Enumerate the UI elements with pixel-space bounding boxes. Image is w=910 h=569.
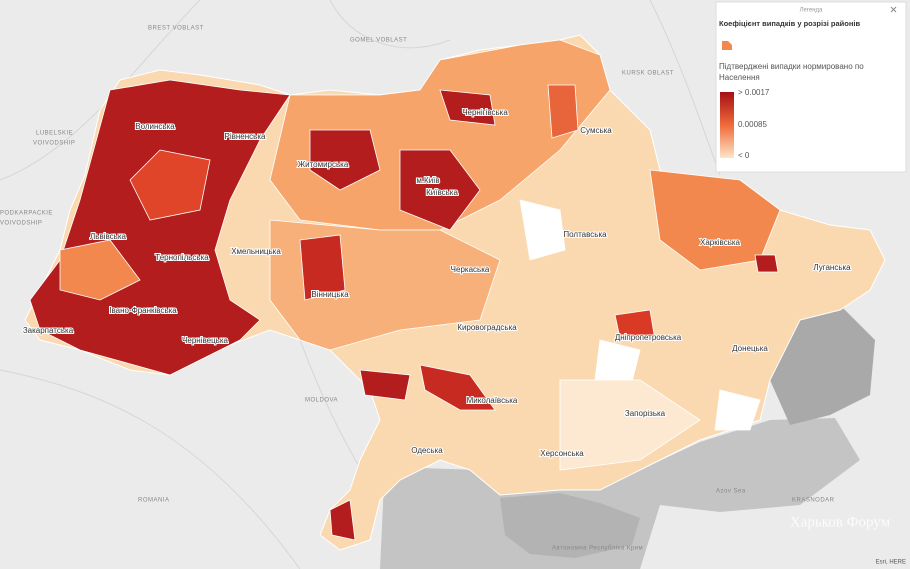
occupied-area [770,305,875,425]
country-label: GOMEL VOBLAST [350,38,407,44]
districts [29,39,781,541]
country-label: Автономна Республіка Крим [552,546,643,552]
legend-stop: > 0.0017 [738,88,770,97]
region-label: Черкаська [451,265,490,274]
region-label: Чернівецька [182,336,228,345]
region-label: Миколаївська [467,396,518,405]
legend: Легенда Коефіцієнт випадків у розрізі ра… [715,1,907,173]
borders [0,0,721,569]
sea-label: Azov Sea [716,489,746,495]
region-label: Одеська [411,446,443,455]
region-label: Луганська [813,263,851,272]
sea [380,418,860,569]
country-labels: BREST VOBLAST GOMEL VOBLAST KURSK OBLAST… [0,26,835,552]
legend-heading: Легенда [800,8,823,14]
country-label: PODKARPACKIE [0,211,53,217]
region-label: Полтавська [563,230,607,239]
legend-panel [715,1,907,173]
region-label: Чернігівська [462,108,508,117]
region-label: Івано-Франківська [109,306,177,315]
region-labels: Волинська Рівненська Житомирська Чернігі… [22,107,852,459]
legend-ramp [720,92,734,158]
region-label: Хмельницька [231,247,281,256]
country-label: MOLDOVA [305,398,338,404]
region-label: Закарпатська [23,326,74,335]
attribution: Esri, HERE [876,560,906,566]
country-label: ROMANIA [138,498,170,504]
close-button[interactable] [890,6,897,13]
legend-field: Підтверджені випадки нормировано по [719,62,864,71]
region-label: Дніпропетровська [615,333,682,342]
region-label: Львівська [90,232,126,241]
legend-swatch [722,41,732,50]
region-label: Донецька [732,344,768,353]
region-label: Волинська [135,122,175,131]
region-label: Київська [426,188,458,197]
region-label: Кировоградська [457,323,517,332]
region-label: Рівненська [225,132,266,141]
region-label: Тернопільська [155,253,209,262]
country-label: KRASNODAR [792,498,835,504]
region-label: Херсонська [540,449,584,458]
region-label: Харківська [700,238,741,247]
country-label: VOIVODSHIP [0,221,42,227]
country-label: BREST VOBLAST [148,26,204,32]
legend-field: Населення [719,73,760,82]
region-label: Запорізька [625,409,666,418]
region-label: Вінницька [311,290,349,299]
country-label: LUBELSKIE [36,131,73,137]
watermark: Харьков Форум [790,514,891,530]
legend-title: Коефіцієнт випадків у розрізі районів [719,19,860,28]
country-label: VOIVODSHIP [33,141,75,147]
region-label: Сумська [580,126,612,135]
legend-stop: 0.00085 [738,120,767,129]
region-label: Житомирська [298,160,349,169]
region-label: м.Київ [416,176,439,185]
crimea [500,493,640,558]
country-label: KURSK OBLAST [622,71,674,77]
legend-stop: < 0 [738,151,750,160]
